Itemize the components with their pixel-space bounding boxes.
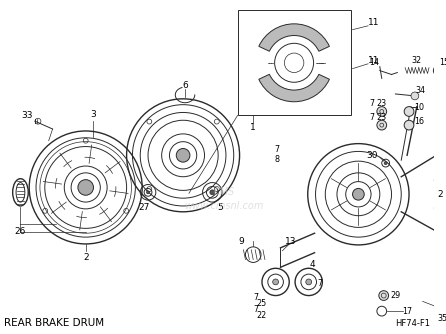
Text: 17: 17 [402,307,412,316]
Text: 9: 9 [239,236,244,245]
Text: 34: 34 [416,86,426,95]
Circle shape [147,191,149,194]
Text: 15: 15 [439,58,446,67]
Circle shape [78,180,94,195]
Circle shape [352,188,364,200]
Text: 7: 7 [318,279,323,288]
Circle shape [176,149,190,162]
Text: 27: 27 [138,203,150,212]
Circle shape [379,291,388,300]
Circle shape [306,279,312,285]
Text: 22: 22 [257,311,267,320]
Text: 7: 7 [254,305,259,314]
Text: 32: 32 [412,56,422,65]
Circle shape [411,92,419,100]
Wedge shape [259,74,330,102]
Text: 11: 11 [368,56,380,65]
Text: 4: 4 [310,260,315,269]
Text: 16: 16 [414,117,424,126]
Text: 7: 7 [274,145,279,154]
Text: 1: 1 [250,123,256,132]
Text: 11: 11 [368,18,380,27]
Text: 7: 7 [369,99,375,108]
Text: 23: 23 [377,99,387,108]
Circle shape [434,66,443,75]
Circle shape [404,120,414,130]
Text: 7: 7 [254,293,259,302]
Text: 29: 29 [390,291,401,300]
Text: 3: 3 [91,110,96,119]
Wedge shape [259,24,330,51]
Bar [238,10,351,115]
Text: 7: 7 [369,113,375,122]
Text: 2: 2 [83,253,88,262]
Text: 14: 14 [369,58,379,67]
Text: 13: 13 [285,236,296,245]
Text: 6: 6 [182,81,188,90]
Circle shape [210,190,215,195]
Text: REAR BRAKE DRUM: REAR BRAKE DRUM [4,318,104,328]
Circle shape [384,162,387,165]
Text: 23: 23 [377,113,387,122]
Circle shape [377,107,387,116]
Circle shape [377,120,387,130]
Text: 2: 2 [438,190,443,199]
Text: 5: 5 [217,203,223,212]
Text: 25: 25 [257,299,267,308]
Circle shape [404,107,414,116]
Text: 35: 35 [437,314,446,323]
Text: 10: 10 [414,103,424,112]
Text: 33: 33 [21,111,33,120]
Text: HF74-F1: HF74-F1 [396,319,430,328]
Text: CMS
www.cmsnl.com: CMS www.cmsnl.com [184,187,264,211]
Circle shape [273,279,279,285]
Text: 8: 8 [274,155,279,164]
Text: 26: 26 [15,227,26,236]
Text: 30: 30 [366,151,378,160]
